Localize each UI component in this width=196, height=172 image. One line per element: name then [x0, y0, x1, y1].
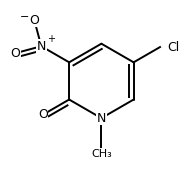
Text: +: + — [47, 34, 55, 45]
Text: −: − — [20, 12, 30, 22]
Text: O: O — [38, 108, 48, 121]
Text: CH₃: CH₃ — [91, 149, 112, 159]
Text: N: N — [37, 40, 46, 53]
Text: O: O — [29, 14, 39, 27]
Text: Cl: Cl — [167, 41, 179, 54]
Text: O: O — [10, 47, 20, 60]
Text: N: N — [97, 112, 106, 125]
